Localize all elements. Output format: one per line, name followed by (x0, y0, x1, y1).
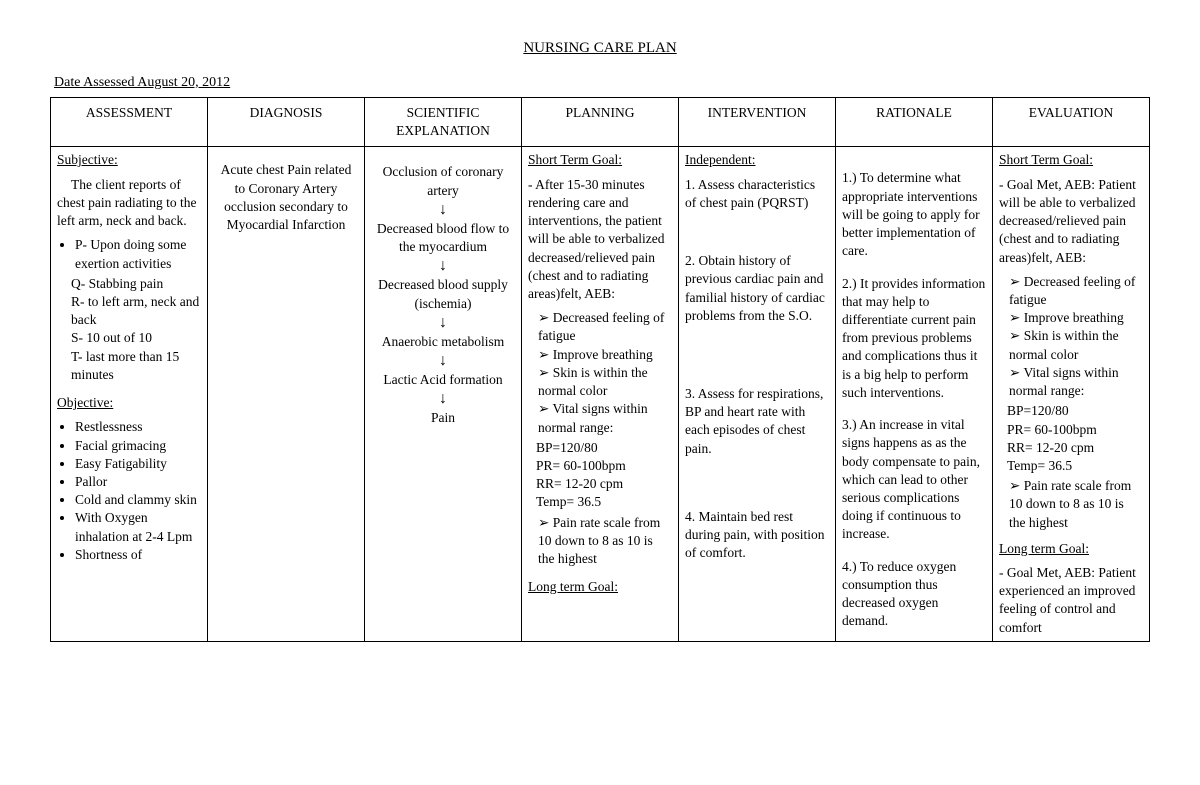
cell-scientific: Occlusion of coronary artery ↓ Decreased… (365, 147, 522, 641)
subjective-heading: Subjective: (57, 152, 118, 167)
objective-list: Restlessness Facial grimacing Easy Fatig… (75, 418, 201, 564)
intervention-item: 1. Assess characteristics of chest pain … (685, 176, 829, 212)
header-diagnosis: DIAGNOSIS (208, 98, 365, 147)
arrow-down-icon: ↓ (371, 353, 515, 369)
eval-stg-list: Decreased feeling of fatigue Improve bre… (1009, 273, 1143, 401)
rationale-item: 3.) An increase in vital signs happens a… (842, 416, 986, 544)
header-intervention: INTERVENTION (679, 98, 836, 147)
stg-list: Decreased feeling of fatigue Improve bre… (538, 309, 672, 437)
pqrst-t: T- last more than 15 minutes (71, 348, 201, 384)
list-item: Decreased feeling of fatigue (538, 309, 672, 345)
objective-heading: Objective: (57, 395, 113, 410)
vital-rr: RR= 12-20 cpm (536, 475, 672, 493)
list-item: Decreased feeling of fatigue (1009, 273, 1143, 309)
eval-ltg-heading: Long term Goal: (999, 541, 1089, 556)
pqrst-s: S- 10 out of 10 (71, 329, 201, 347)
header-scientific: SCIENTIFIC EXPLANATION (365, 98, 522, 147)
list-item: Easy Fatigability (75, 455, 201, 473)
list-item: Vital signs within normal range: (1009, 364, 1143, 400)
eval-vital-pr: PR= 60-100bpm (1007, 421, 1143, 439)
rationale-item: 4.) To reduce oxygen consumption thus de… (842, 558, 986, 631)
intervention-item: 4. Maintain bed rest during pain, with p… (685, 508, 829, 563)
cell-intervention: Independent: 1. Assess characteristics o… (679, 147, 836, 641)
vital-temp: Temp= 36.5 (536, 493, 672, 511)
eval-vital-bp: BP=120/80 (1007, 402, 1143, 420)
table-header-row: ASSESSMENT DIAGNOSIS SCIENTIFIC EXPLANAT… (51, 98, 1150, 147)
date-assessed: Date Assessed August 20, 2012 (54, 75, 1150, 91)
table-row: Subjective: The client reports of chest … (51, 147, 1150, 641)
list-item: Pallor (75, 473, 201, 491)
list-item: Improve breathing (1009, 309, 1143, 327)
intervention-item: 2. Obtain history of previous cardiac pa… (685, 252, 829, 325)
list-item: Skin is within the normal color (1009, 327, 1143, 363)
arrow-down-icon: ↓ (371, 391, 515, 407)
short-term-goal-text: - After 15-30 minutes rendering care and… (528, 176, 672, 304)
eval-stg-heading: Short Term Goal: (999, 152, 1093, 167)
subjective-text: The client reports of chest pain radiati… (57, 176, 201, 231)
rationale-item: 2.) It provides information that may hel… (842, 275, 986, 403)
list-item: Facial grimacing (75, 437, 201, 455)
eval-stg-text: - Goal Met, AEB: Patient will be able to… (999, 176, 1143, 267)
arrow-down-icon: ↓ (371, 202, 515, 218)
flow-step: Lactic Acid formation (371, 371, 515, 389)
eval-ltg-text: - Goal Met, AEB: Patient experienced an … (999, 564, 1143, 637)
list-item: Vital signs within normal range: (538, 400, 672, 436)
eval-vital-temp: Temp= 36.5 (1007, 457, 1143, 475)
flow-step: Pain (371, 409, 515, 427)
flow-step: Occlusion of coronary artery (371, 163, 515, 199)
list-item: Restlessness (75, 418, 201, 436)
arrow-down-icon: ↓ (371, 258, 515, 274)
list-item: Skin is within the normal color (538, 364, 672, 400)
cell-rationale: 1.) To determine what appropriate interv… (836, 147, 993, 641)
header-planning: PLANNING (522, 98, 679, 147)
rationale-item: 1.) To determine what appropriate interv… (842, 169, 986, 260)
cell-evaluation: Short Term Goal: - Goal Met, AEB: Patien… (993, 147, 1150, 641)
pqrst-r: R- to left arm, neck and back (71, 293, 201, 329)
pqrst-q: Q- Stabbing pain (71, 275, 201, 293)
header-evaluation: EVALUATION (993, 98, 1150, 147)
cell-assessment: Subjective: The client reports of chest … (51, 147, 208, 641)
vital-pr: PR= 60-100bpm (536, 457, 672, 475)
list-item: Improve breathing (538, 346, 672, 364)
diagnosis-text: Acute chest Pain related to Coronary Art… (214, 161, 358, 234)
stg-list-2: Pain rate scale from 10 down to 8 as 10 … (538, 514, 672, 569)
list-item: Cold and clammy skin (75, 491, 201, 509)
care-plan-table: ASSESSMENT DIAGNOSIS SCIENTIFIC EXPLANAT… (50, 97, 1150, 642)
long-term-goal-heading: Long term Goal: (528, 579, 618, 594)
list-item: With Oxygen inhalation at 2-4 Lpm (75, 509, 201, 545)
flow-step: Anaerobic metabolism (371, 333, 515, 351)
independent-heading: Independent: (685, 152, 755, 167)
list-item: Pain rate scale from 10 down to 8 as 10 … (1009, 477, 1143, 532)
arrow-down-icon: ↓ (371, 315, 515, 331)
cell-diagnosis: Acute chest Pain related to Coronary Art… (208, 147, 365, 641)
page-title: NURSING CARE PLAN (50, 40, 1150, 57)
header-assessment: ASSESSMENT (51, 98, 208, 147)
eval-stg-list-2: Pain rate scale from 10 down to 8 as 10 … (1009, 477, 1143, 532)
header-rationale: RATIONALE (836, 98, 993, 147)
eval-vital-rr: RR= 12-20 cpm (1007, 439, 1143, 457)
short-term-goal-heading: Short Term Goal: (528, 152, 622, 167)
cell-planning: Short Term Goal: - After 15-30 minutes r… (522, 147, 679, 641)
intervention-item: 3. Assess for respirations, BP and heart… (685, 385, 829, 458)
list-item: Shortness of (75, 546, 201, 564)
list-item: Pain rate scale from 10 down to 8 as 10 … (538, 514, 672, 569)
pqrst-p: P- Upon doing some exertion activities (75, 236, 201, 272)
vital-bp: BP=120/80 (536, 439, 672, 457)
flow-step: Decreased blood flow to the myocardium (371, 220, 515, 256)
flow-step: Decreased blood supply (ischemia) (371, 276, 515, 312)
